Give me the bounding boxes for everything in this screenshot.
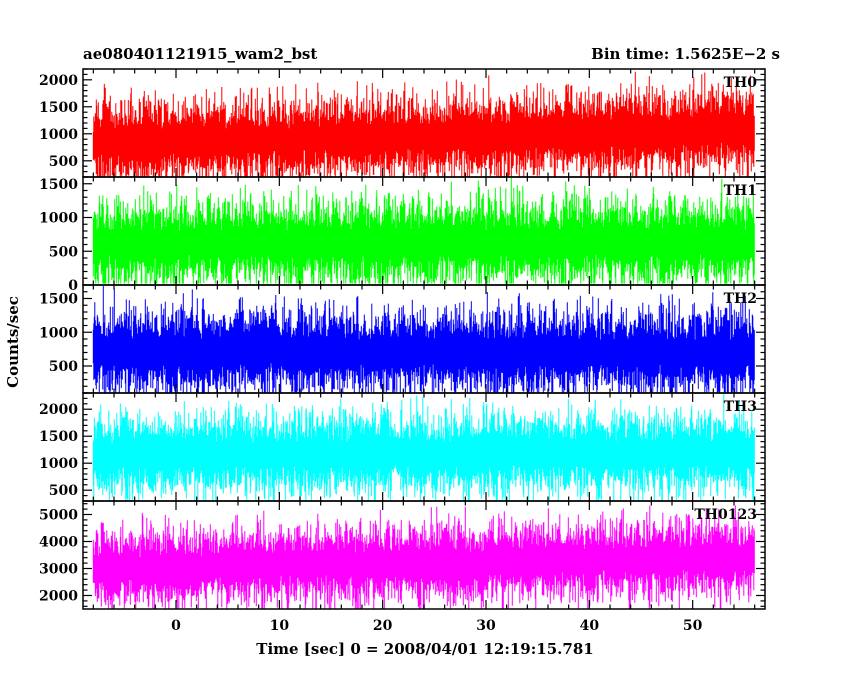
series-th0123 [92, 505, 755, 609]
panel-label: TH0123 [694, 507, 757, 523]
y-tick-label: 1000 [39, 211, 78, 227]
y-tick-label: 1000 [39, 325, 78, 341]
y-tick-label: 1500 [39, 429, 78, 445]
y-tick-label: 5000 [39, 508, 78, 524]
y-tick-label: 1000 [39, 127, 78, 143]
series-th1 [92, 177, 755, 284]
x-tick-label: 30 [476, 618, 496, 634]
y-tick-label: 1000 [39, 456, 78, 472]
y-tick-label: 500 [49, 359, 78, 375]
y-tick-label: 500 [49, 154, 78, 170]
series-th3 [92, 394, 755, 501]
y-tick-label: 2000 [39, 402, 78, 418]
panel-th2: 500 1000 1500 TH2 [39, 284, 766, 394]
y-tick-label: 0 [68, 278, 78, 294]
panel-label: TH0 [724, 75, 758, 91]
panel-th0123: 2000 3000 4000 5000 TH0123 [39, 500, 766, 610]
y-tick-label: 1500 [39, 292, 78, 308]
x-tick-label: 0 [171, 618, 181, 634]
panel-th1: 0 500 1000 1500 TH1 [39, 176, 766, 294]
y-tick-label: 4000 [39, 535, 78, 551]
panel-label: TH3 [724, 399, 757, 415]
x-tick-label: 10 [270, 618, 290, 634]
x-tick-label: 20 [373, 618, 393, 634]
y-tick-label: 2000 [39, 73, 78, 89]
y-tick-label: 1500 [39, 177, 78, 193]
y-tick-label: 1500 [39, 100, 78, 116]
panel-label: TH1 [724, 183, 757, 199]
y-axis-label: Counts/sec [4, 296, 22, 388]
bin-time-label: Bin time: 1.5625E−2 s [591, 45, 780, 63]
panel-label: TH2 [724, 291, 757, 307]
y-tick-label: 500 [49, 483, 78, 499]
panel-th3: 500 1000 1500 2000 TH3 [39, 392, 766, 502]
x-axis-label: Time [sec] 0 = 2008/04/01 12:19:15.781 [256, 640, 593, 658]
y-tick-label: 2000 [39, 589, 78, 605]
series-th0 [92, 71, 755, 177]
y-tick-label: 500 [49, 244, 78, 260]
y-tick-label: 3000 [39, 562, 78, 578]
x-tick-label: 40 [580, 618, 600, 634]
chart-title: ae080401121915_wam2_bst [83, 45, 317, 63]
panel-th0: 500 1000 1500 2000 TH0 [39, 68, 766, 178]
x-tick-label: 50 [683, 618, 703, 634]
series-th2 [92, 286, 755, 393]
